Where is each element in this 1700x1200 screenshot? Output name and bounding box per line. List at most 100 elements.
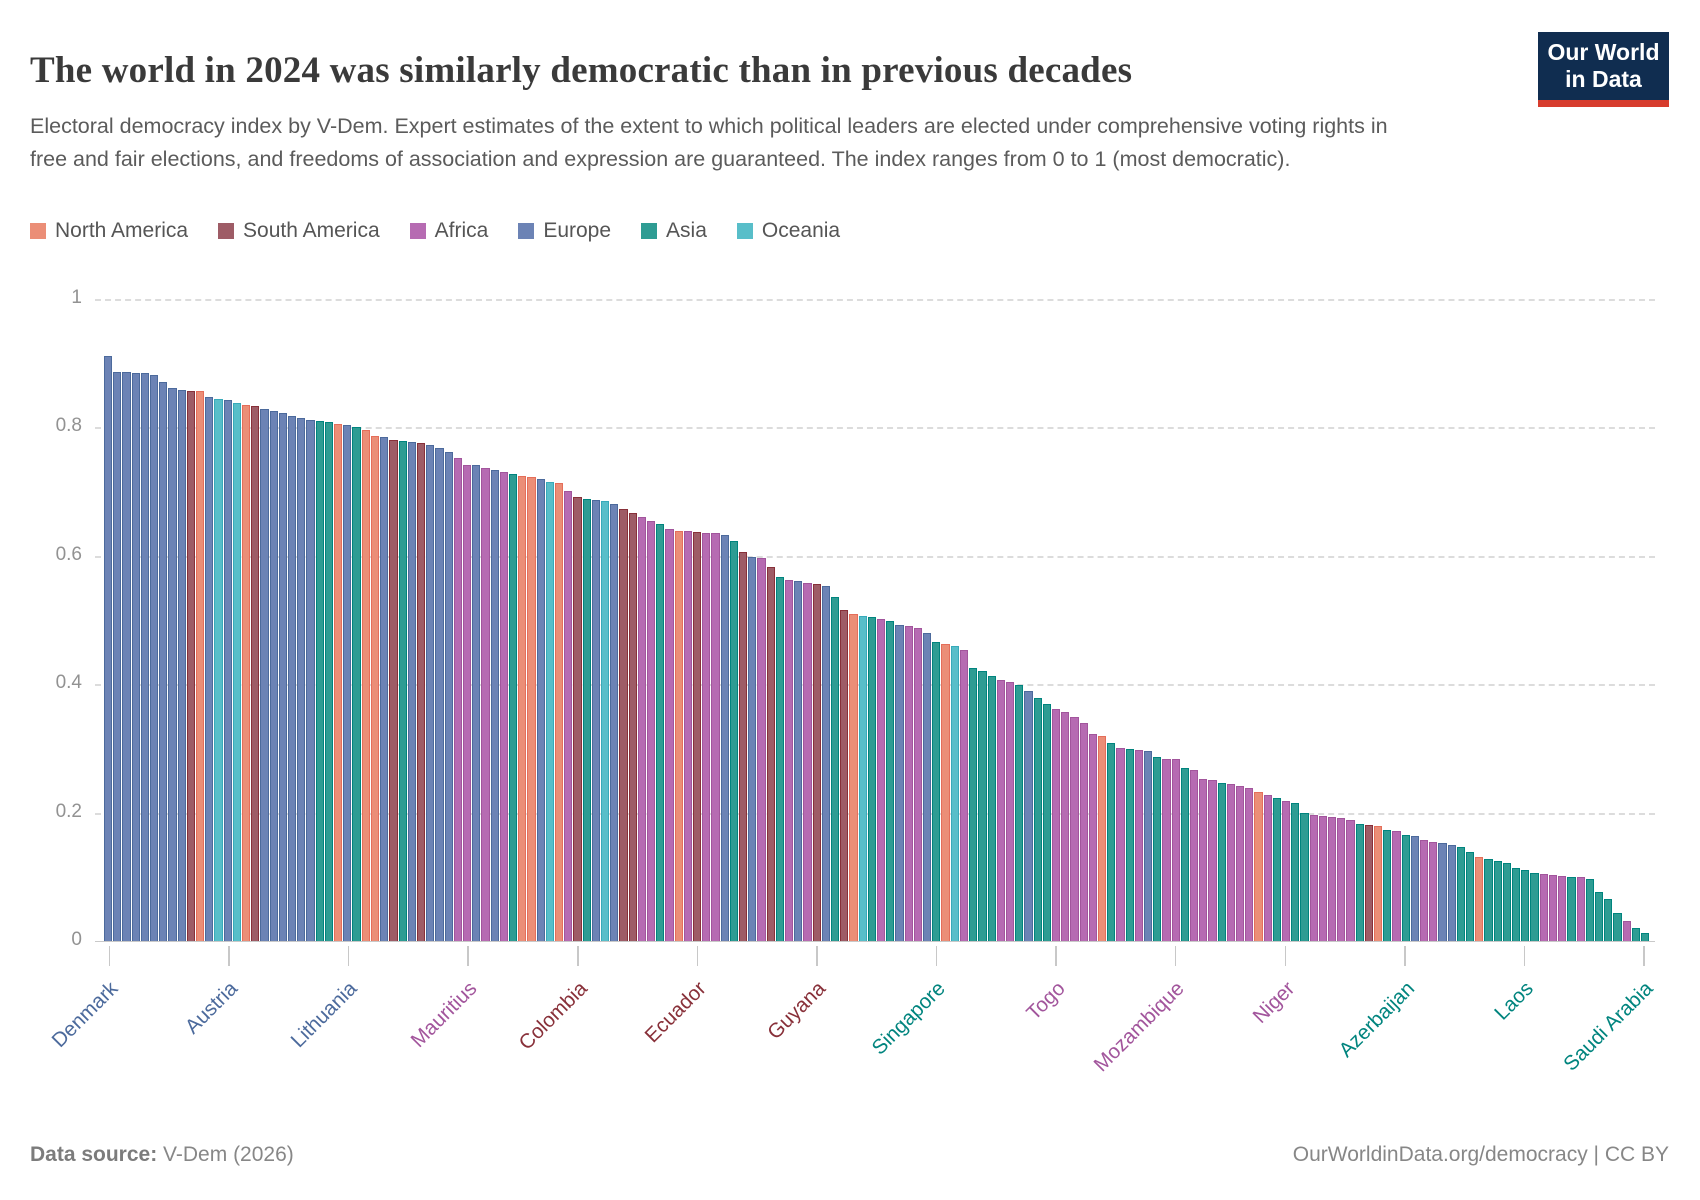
bar-29[interactable] — [361, 429, 370, 941]
bar-74[interactable] — [775, 577, 785, 941]
bar-73[interactable] — [766, 567, 775, 941]
bar-100[interactable] — [1015, 684, 1024, 941]
bar-16[interactable] — [242, 404, 251, 941]
bar-90[interactable] — [923, 633, 932, 941]
bar-127[interactable] — [1263, 794, 1272, 941]
bar-165[interactable] — [1613, 913, 1622, 941]
bar-113[interactable] — [1134, 749, 1143, 941]
bar-80[interactable] — [831, 596, 840, 941]
bar-95[interactable] — [969, 667, 978, 941]
bar-120[interactable] — [1199, 778, 1208, 941]
bar-59[interactable] — [637, 516, 646, 941]
bar-20[interactable] — [278, 413, 288, 941]
bar-151[interactable] — [1484, 859, 1493, 941]
bar-154[interactable] — [1512, 868, 1521, 941]
bar-102[interactable] — [1033, 697, 1042, 941]
bar-133[interactable] — [1318, 815, 1328, 941]
bar-30[interactable] — [370, 436, 380, 941]
bar-58[interactable] — [628, 513, 637, 941]
bar-156[interactable] — [1530, 872, 1539, 941]
bar-96[interactable] — [978, 670, 987, 941]
owid-logo[interactable]: Our World in Data — [1538, 32, 1669, 107]
bar-25[interactable] — [324, 422, 334, 941]
bar-4[interactable] — [131, 372, 140, 941]
bar-46[interactable] — [518, 476, 527, 941]
bar-9[interactable] — [177, 390, 186, 941]
bar-2[interactable] — [113, 371, 122, 941]
bar-60[interactable] — [646, 520, 656, 941]
bar-86[interactable] — [886, 620, 895, 941]
bar-34[interactable] — [407, 441, 416, 941]
bar-89[interactable] — [913, 627, 923, 941]
bar-55[interactable] — [600, 501, 610, 941]
bar-49[interactable] — [545, 481, 554, 941]
legend-item-north-america[interactable]: North America — [30, 219, 188, 243]
bar-128[interactable] — [1272, 798, 1281, 941]
bar-67[interactable] — [711, 533, 720, 941]
bar-157[interactable] — [1539, 874, 1548, 941]
bar-51[interactable] — [564, 490, 573, 941]
bar-laos[interactable] — [1521, 870, 1530, 941]
legend-item-europe[interactable]: Europe — [518, 219, 611, 243]
bar-115[interactable] — [1153, 757, 1162, 941]
bar-97[interactable] — [987, 675, 996, 941]
bar-134[interactable] — [1328, 817, 1337, 941]
bar-150[interactable] — [1475, 856, 1484, 941]
bar-164[interactable] — [1604, 898, 1613, 941]
bar-colombia[interactable] — [573, 497, 582, 941]
bar-61[interactable] — [656, 524, 665, 941]
bar-43[interactable] — [490, 469, 499, 941]
bar-47[interactable] — [527, 477, 536, 941]
bar-152[interactable] — [1493, 861, 1502, 941]
bar-56[interactable] — [610, 503, 619, 941]
bar-57[interactable] — [619, 508, 628, 941]
bar-79[interactable] — [821, 585, 831, 941]
bar-145[interactable] — [1429, 841, 1438, 941]
bar-124[interactable] — [1235, 786, 1245, 941]
bar-83[interactable] — [858, 616, 867, 941]
bar-76[interactable] — [794, 580, 803, 941]
bar-26[interactable] — [334, 423, 343, 941]
legend-item-africa[interactable]: Africa — [409, 219, 488, 243]
bar-10[interactable] — [186, 390, 196, 941]
bar-36[interactable] — [426, 445, 435, 941]
bar-54[interactable] — [591, 499, 600, 941]
bar-105[interactable] — [1061, 712, 1070, 941]
bar-108[interactable] — [1088, 733, 1097, 941]
bar-162[interactable] — [1585, 878, 1594, 941]
bar-126[interactable] — [1254, 792, 1263, 941]
bar-5[interactable] — [140, 373, 150, 941]
bar-138[interactable] — [1364, 824, 1374, 941]
bar-92[interactable] — [941, 643, 950, 941]
bar-110[interactable] — [1107, 742, 1116, 941]
bar-123[interactable] — [1226, 784, 1235, 941]
bar-denmark[interactable] — [104, 355, 113, 941]
bar-50[interactable] — [554, 483, 564, 941]
bar-88[interactable] — [904, 625, 913, 941]
bar-161[interactable] — [1576, 877, 1585, 941]
bar-103[interactable] — [1042, 704, 1051, 941]
bar-austria[interactable] — [223, 399, 232, 941]
bar-87[interactable] — [895, 624, 904, 941]
bar-lithuania[interactable] — [343, 424, 352, 941]
bar-42[interactable] — [481, 467, 490, 941]
bar-70[interactable] — [739, 551, 748, 941]
bar-8[interactable] — [168, 387, 177, 941]
bar-38[interactable] — [444, 451, 453, 941]
legend-item-south-america[interactable]: South America — [218, 219, 380, 243]
bar-48[interactable] — [536, 479, 545, 941]
bar-118[interactable] — [1180, 768, 1189, 941]
bar-119[interactable] — [1189, 770, 1199, 941]
bar-159[interactable] — [1558, 876, 1567, 941]
bar-163[interactable] — [1594, 891, 1604, 941]
bar-98[interactable] — [996, 680, 1005, 941]
bar-130[interactable] — [1291, 802, 1300, 941]
bar-3[interactable] — [122, 372, 131, 941]
bar-63[interactable] — [674, 530, 683, 941]
bar-19[interactable] — [269, 411, 278, 941]
bar-71[interactable] — [748, 557, 757, 941]
bar-72[interactable] — [757, 557, 766, 941]
bar-44[interactable] — [499, 471, 508, 941]
bar-68[interactable] — [720, 534, 729, 941]
bar-84[interactable] — [867, 617, 877, 941]
